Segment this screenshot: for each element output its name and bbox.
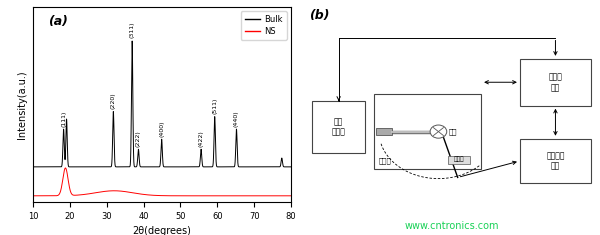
Text: (311): (311) (130, 22, 134, 39)
Circle shape (430, 125, 447, 138)
Text: (440): (440) (234, 110, 239, 127)
Text: 测量记录
系统: 测量记录 系统 (546, 151, 565, 171)
Text: 计算机
系统: 计算机 系统 (548, 73, 562, 92)
Text: 测角仪: 测角仪 (379, 158, 391, 164)
Text: (400): (400) (159, 120, 164, 137)
Text: (222): (222) (136, 130, 141, 147)
Text: 样品: 样品 (448, 128, 457, 135)
Bar (520, 59, 591, 106)
Y-axis label: Intensity(a.u.): Intensity(a.u.) (17, 70, 28, 139)
Bar (376, 128, 392, 135)
Text: 检测器: 检测器 (454, 157, 464, 162)
Text: www.cntronics.com: www.cntronics.com (404, 221, 499, 231)
Bar (448, 156, 470, 164)
Text: (b): (b) (309, 9, 329, 22)
Bar (312, 101, 365, 153)
Text: (a): (a) (49, 15, 68, 28)
Bar (374, 94, 481, 169)
Text: (220): (220) (111, 92, 116, 109)
X-axis label: 2θ(degrees): 2θ(degrees) (133, 226, 191, 235)
Legend: Bulk, NS: Bulk, NS (241, 11, 287, 40)
Bar (520, 139, 591, 183)
Text: (511): (511) (212, 98, 217, 114)
Text: 射線
发生器: 射線 发生器 (332, 117, 346, 137)
Text: (422): (422) (199, 130, 203, 147)
Text: (111): (111) (61, 110, 66, 127)
